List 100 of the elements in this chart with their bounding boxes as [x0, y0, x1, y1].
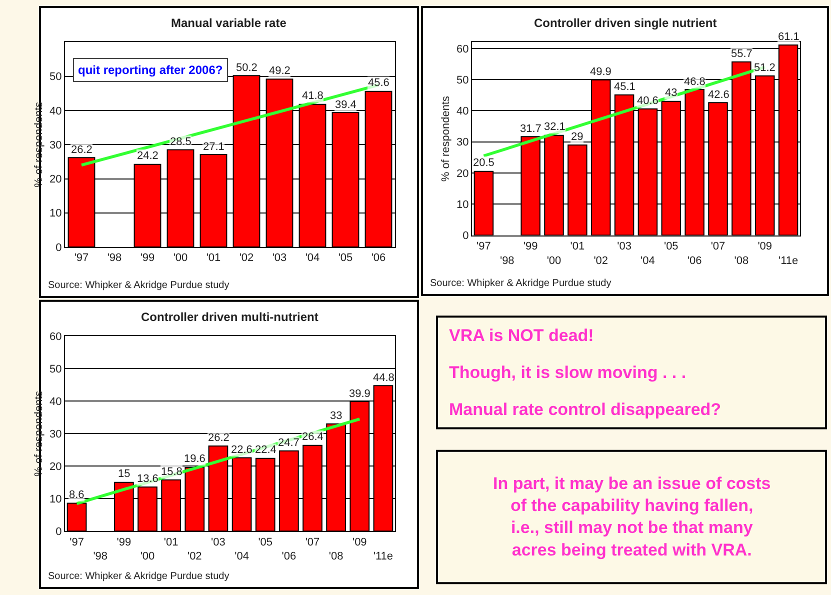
x-tick-label: '97: [476, 240, 491, 252]
x-tick-label: '06: [687, 254, 702, 267]
data-label: 20.5: [473, 157, 494, 169]
x-tick-label: '02: [594, 254, 608, 267]
y-tick-label: 30: [50, 139, 62, 152]
y-axis-title: % of respondents: [33, 390, 46, 476]
data-label: 26.2: [208, 432, 230, 444]
x-tick-label: '09: [352, 536, 367, 548]
x-tick-label: '01: [206, 252, 221, 264]
x-tick-label: '00: [173, 252, 188, 264]
x-tick-label: '00: [546, 254, 562, 267]
y-tick-label: 50: [50, 71, 62, 84]
data-label: 39.9: [349, 388, 370, 400]
x-tick-label: '00: [140, 550, 155, 563]
x-tick-label: '98: [93, 550, 108, 563]
x-tick-label: '01: [164, 536, 178, 548]
x-tick-label: '02: [239, 252, 254, 264]
data-label: 29: [571, 131, 584, 143]
y-tick-label: 20: [456, 168, 469, 180]
data-label: 42.6: [708, 89, 730, 101]
data-label: 24.7: [278, 437, 300, 449]
x-tick-label: '04: [234, 550, 249, 563]
x-tick-label: '99: [523, 240, 538, 252]
x-tick-label: '11e: [373, 550, 394, 563]
y-tick-label: 30: [456, 136, 469, 149]
data-label: 55.7: [731, 48, 752, 60]
y-axis-title: % of respondents: [33, 101, 46, 188]
x-tick-label: '05: [258, 536, 273, 548]
text: Though, it is slow moving . . .: [449, 363, 686, 382]
x-tick-label: '02: [187, 550, 202, 563]
x-tick-label: '06: [371, 252, 386, 264]
text: VRA is NOT dead!: [449, 326, 594, 345]
x-tick-label: '97: [70, 536, 84, 548]
data-label: 39.4: [335, 99, 356, 111]
data-label: 22.4: [255, 444, 276, 456]
data-label: 26.2: [71, 144, 92, 156]
x-tick-label: '08: [328, 550, 344, 563]
data-label: 41.8: [302, 90, 324, 102]
chart-title: Controller driven single nutrient: [534, 16, 717, 30]
data-label: 33: [330, 410, 342, 422]
chart-title: Manual variable rate: [171, 16, 287, 30]
data-label: 22.6: [231, 444, 252, 456]
source-note: Source: Whipker & Akridge Purdue study: [48, 571, 230, 582]
y-tick-label: 60: [456, 43, 469, 56]
data-label: 31.7: [520, 123, 542, 135]
data-label: 46.8: [684, 76, 706, 88]
data-label: 50.2: [236, 62, 258, 74]
y-tick-label: 40: [50, 105, 62, 118]
y-tick-label: 30: [50, 428, 62, 441]
x-tick-label: '09: [758, 240, 772, 252]
data-label: 15.8: [161, 466, 182, 478]
data-label: 44.8: [373, 372, 394, 384]
y-tick-label: 40: [456, 106, 469, 118]
data-label: 43: [665, 87, 678, 99]
y-tick-label: 0: [56, 242, 62, 254]
y-tick-label: 10: [50, 208, 62, 220]
chart-title: Controller driven multi-nutrient: [141, 310, 318, 324]
y-tick-label: 20: [50, 461, 62, 474]
x-tick-label: '98: [500, 254, 514, 267]
y-tick-label: 0: [56, 526, 62, 538]
text: Manual rate control disappeared?: [449, 400, 722, 419]
y-axis-title: % of respondents: [440, 95, 452, 182]
data-label: 49.2: [269, 65, 290, 77]
x-tick-label: '11e: [778, 254, 798, 267]
data-label: 45.1: [614, 81, 636, 93]
data-label: 27.1: [203, 141, 224, 153]
x-tick-label: '07: [305, 536, 320, 548]
data-label: 15: [118, 468, 130, 480]
y-tick-label: 10: [456, 198, 469, 211]
y-tick-label: 60: [50, 331, 62, 344]
data-label: 61.1: [778, 31, 800, 43]
x-tick-label: '08: [734, 254, 749, 267]
y-tick-label: 50: [456, 74, 469, 86]
text: In part, it may be an issue of costs of the capability having fallen, i.e., still may not be that many acres being treated with VRA.: [493, 474, 771, 560]
x-tick-label: '99: [140, 252, 155, 264]
data-label: 45.6: [368, 77, 390, 89]
data-label: 24.2: [137, 150, 158, 162]
source-note: Source: Whipker & Akridge Purdue study: [430, 278, 612, 289]
x-tick-label: '04: [305, 252, 320, 264]
source-note: Source: Whipker & Akridge Purdue study: [48, 280, 230, 291]
y-tick-label: 20: [50, 174, 62, 186]
x-tick-label: '97: [74, 252, 89, 264]
annotation: quit reporting after 2006?: [78, 63, 223, 77]
x-tick-label: '05: [338, 252, 353, 264]
data-label: 13.6: [137, 473, 158, 485]
x-tick-label: '04: [640, 254, 655, 267]
x-tick-label: '06: [282, 550, 296, 563]
x-tick-label: '99: [116, 536, 132, 548]
x-tick-label: '03: [211, 536, 226, 548]
data-label: 49.9: [590, 66, 612, 78]
data-label: 40.6: [637, 95, 658, 107]
data-label: 32.1: [544, 121, 566, 133]
x-tick-label: '03: [617, 240, 632, 252]
y-tick-label: 50: [50, 364, 62, 376]
x-tick-label: '07: [710, 240, 726, 252]
x-tick-label: '03: [272, 252, 287, 264]
data-label: 8.6: [69, 489, 84, 501]
data-label: 26.4: [302, 431, 324, 443]
x-tick-label: '05: [664, 240, 678, 252]
x-tick-label: '98: [107, 252, 122, 264]
